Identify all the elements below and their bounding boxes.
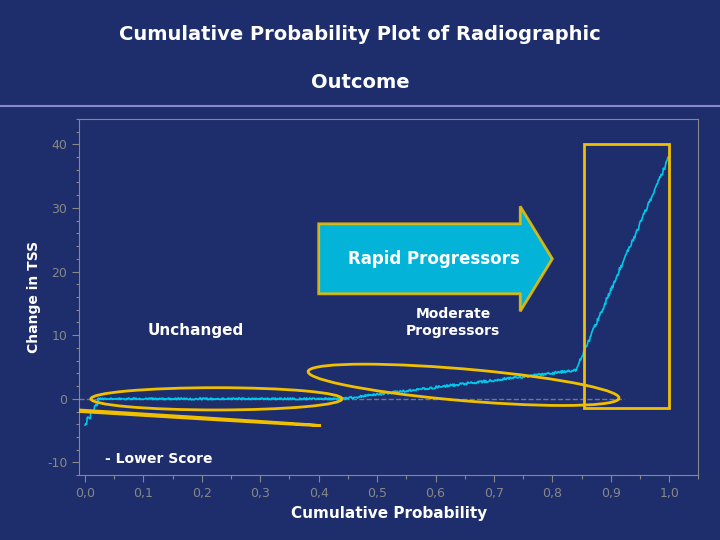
Bar [585,144,669,408]
Text: Unchanged: Unchanged [148,323,244,339]
Text: Moderate
Progressors: Moderate Progressors [406,307,500,339]
FancyArrow shape [319,206,552,312]
Text: - Lower Score: - Lower Score [106,453,213,466]
X-axis label: Cumulative Probability: Cumulative Probability [291,505,487,521]
Y-axis label: Change in TSS: Change in TSS [27,241,42,353]
Text: Rapid Progressors: Rapid Progressors [348,250,520,268]
Text: Outcome: Outcome [311,72,409,92]
Text: Cumulative Probability Plot of Radiographic: Cumulative Probability Plot of Radiograp… [119,25,601,44]
